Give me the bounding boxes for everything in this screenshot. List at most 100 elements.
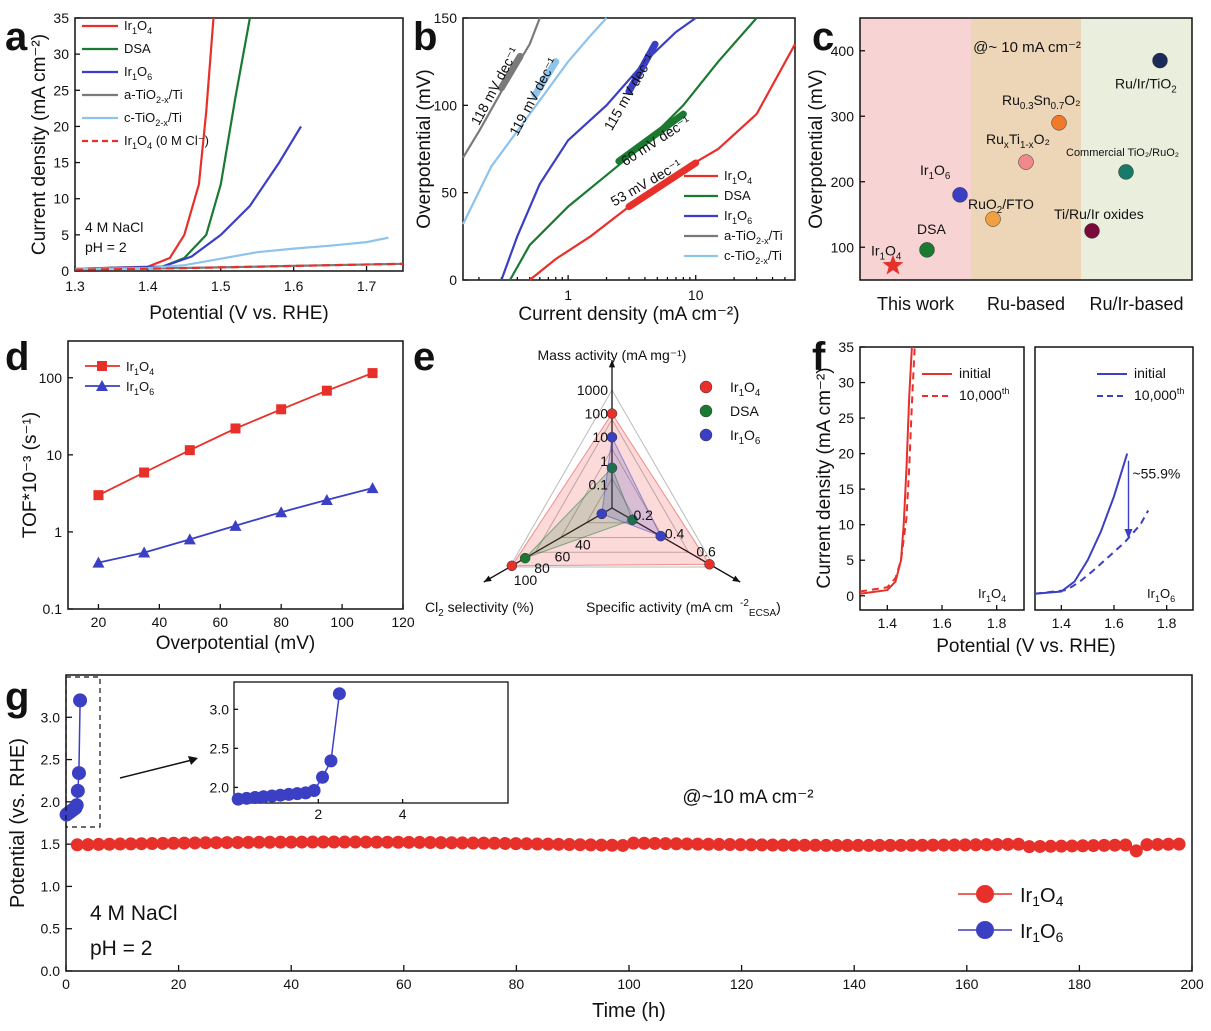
- panel-g-ytick-label: 3.0: [41, 709, 61, 725]
- panel-g-ir1o4-point: [316, 835, 330, 849]
- panel-label-g: g: [5, 675, 29, 719]
- panel-g-ir1o4-point: [915, 838, 929, 852]
- panel-a-legend-label: Ir1O4: [124, 18, 152, 36]
- panel-e-specific-tick: 0.6: [696, 543, 716, 559]
- panel-c-point: [985, 211, 1001, 227]
- panel-g-ir1o6-point: [73, 693, 88, 708]
- panel-e-axis-arrow: [608, 360, 616, 368]
- panel-b-legend-label: Ir1O4: [724, 168, 752, 186]
- panel-d-square-marker: [367, 368, 378, 379]
- panel-d-square-marker: [139, 467, 150, 478]
- panel-label-c: c: [812, 15, 834, 59]
- panel-g-ir1o4-point: [712, 837, 726, 851]
- panel-e-legend-label: Ir1O4: [730, 379, 761, 399]
- panel-d-xtick-label: 80: [273, 614, 289, 630]
- panel-b-ytick-label: 0: [449, 272, 457, 288]
- panel-g-inset-point: [307, 784, 321, 798]
- panel-g-ir1o4-point: [113, 837, 127, 851]
- panel-g-legend-label: Ir1O4: [1020, 885, 1064, 909]
- panel-c-point: [1018, 154, 1034, 170]
- panel-e-axis: [483, 507, 613, 583]
- panel-e-axis-arrow: [483, 575, 492, 582]
- panel-c-group-bg: [1081, 18, 1192, 280]
- panel-f-ylabel: Current density (mA cm⁻²): [814, 367, 835, 588]
- panel-f-xtick-label: 1.6: [1104, 615, 1124, 631]
- panel-g-xlabel: Time (h): [592, 1000, 666, 1022]
- panel-g-inset-ytick-label: 2.5: [210, 740, 230, 756]
- panel-d-triangle-marker: [320, 493, 333, 505]
- panel-e-legend-marker: [699, 404, 713, 418]
- panel-g-ir1o4-point: [498, 836, 512, 850]
- panel-c-ytick-label: 200: [831, 174, 855, 190]
- panel-b-tafel-fit: [531, 58, 560, 99]
- panel-d-triangle-marker: [229, 519, 242, 531]
- panel-g-ir1o4-point: [102, 837, 116, 851]
- panel-d-square-marker: [230, 423, 241, 434]
- panel-c-note: @~ 10 mA cm⁻²: [973, 39, 1081, 56]
- panel-d-xtick-label: 60: [212, 614, 228, 630]
- panel-b-tafel-fit: [615, 110, 687, 165]
- panel-f-sample-label: Ir1O4: [978, 586, 1006, 604]
- panel-g-ir1o4-point: [295, 835, 309, 849]
- panel-g-ir1o4-point: [306, 835, 320, 849]
- panel-g-ir1o4-point: [263, 835, 277, 849]
- panel-g-ir1o4-point: [969, 838, 983, 852]
- panel-f-legend-label: 10,000th: [1134, 386, 1184, 403]
- panel-g-ir1o4-point: [830, 838, 844, 852]
- panel-c-point: [919, 242, 935, 258]
- panel-e-mass-tick: 1000: [577, 382, 608, 398]
- panel-b-ytick-label: 150: [434, 10, 458, 26]
- panel-e-point: [606, 431, 618, 443]
- panel-g-ir1o4-point: [1108, 838, 1122, 852]
- panel-c-point-label: RuxTi1-xO₂: [986, 131, 1050, 151]
- panel-g-inset-ytick-label: 3.0: [210, 701, 230, 717]
- panel-e-mass-tick: 1: [600, 453, 608, 469]
- panel-g-ytick-label: 2.5: [41, 752, 61, 768]
- panel-g-zoom-arrow: [119, 759, 193, 779]
- panel-g-ir1o4-point: [466, 836, 480, 850]
- panel-b-xlabel: Current density (mA cm⁻²): [518, 304, 739, 325]
- panel-f-ytick-label: 20: [838, 446, 854, 462]
- panel-d-ytick-label: 100: [39, 370, 63, 386]
- panel-e-series-area: [524, 466, 634, 559]
- panel-a-ytick-label: 5: [61, 227, 69, 243]
- panel-c-point: [1084, 223, 1100, 239]
- panel-d-triangle-marker: [92, 556, 105, 568]
- panel-d-xtick-label: 40: [152, 614, 168, 630]
- panel-g-ir1o4-point: [691, 837, 705, 851]
- panel-g-ir1o4-point: [1012, 837, 1026, 851]
- panel-g-ir1o4-point: [359, 835, 373, 849]
- panel-g-ir1o4-point: [134, 837, 148, 851]
- panel-g-xtick-label: 40: [283, 976, 299, 992]
- panel-b-ylabel: Overpotential (mV): [414, 69, 435, 228]
- panel-g-ir1o4-point: [819, 838, 833, 852]
- panel-g-ir1o4-point: [455, 836, 469, 850]
- panel-e-mass-tick: 10: [592, 429, 608, 445]
- panel-f-xtick-label: 1.6: [932, 615, 952, 631]
- panel-f-ytick-label: 25: [838, 410, 854, 426]
- panel-d-legend-marker: [97, 361, 107, 371]
- panel-g-ir1o4-point: [648, 836, 662, 850]
- panel-g-ir1o4-point: [584, 838, 598, 852]
- panel-a-xtick-label: 1.4: [138, 278, 158, 294]
- panel-d-square-marker: [184, 445, 195, 456]
- panel-f-series: [859, 346, 913, 595]
- panel-d-triangle-marker: [366, 482, 379, 494]
- panel-d-triangle-marker: [138, 546, 151, 558]
- panel-d-legend-label: Ir1O4: [126, 359, 154, 377]
- panel-d-triangle-marker: [275, 506, 288, 518]
- panel-f-ytick-label: 15: [838, 481, 854, 497]
- panel-g-ir1o4-point: [755, 838, 769, 852]
- panel-g-ir1o4-point: [70, 838, 84, 852]
- panel-g-ir1o4-point: [873, 838, 887, 852]
- panel-g-inset-point: [316, 770, 330, 784]
- panel-g-ir1o4-point: [231, 835, 245, 849]
- panel-g-annotation: 4 M NaCl: [90, 902, 178, 925]
- panel-a-annotation: 4 M NaCl: [85, 219, 143, 235]
- panel-g-ir1o4-point: [327, 835, 341, 849]
- panel-c-group-bg: [860, 18, 971, 280]
- panel-g-ytick-label: 0.0: [41, 963, 61, 979]
- panel-b-series-Ir1O6: [500, 17, 697, 281]
- panel-d-ylabel: TOF*10⁻³ (s⁻¹): [20, 412, 41, 538]
- panel-e-axis-title-selectivity: Cl2 selectivity (%): [425, 599, 534, 619]
